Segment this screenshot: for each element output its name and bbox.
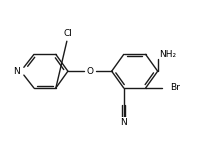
Text: O: O <box>86 67 93 76</box>
Text: N: N <box>120 118 127 127</box>
Text: Br: Br <box>170 84 180 92</box>
Text: NH₂: NH₂ <box>159 50 177 59</box>
Text: N: N <box>13 67 20 76</box>
Text: Cl: Cl <box>64 29 72 38</box>
